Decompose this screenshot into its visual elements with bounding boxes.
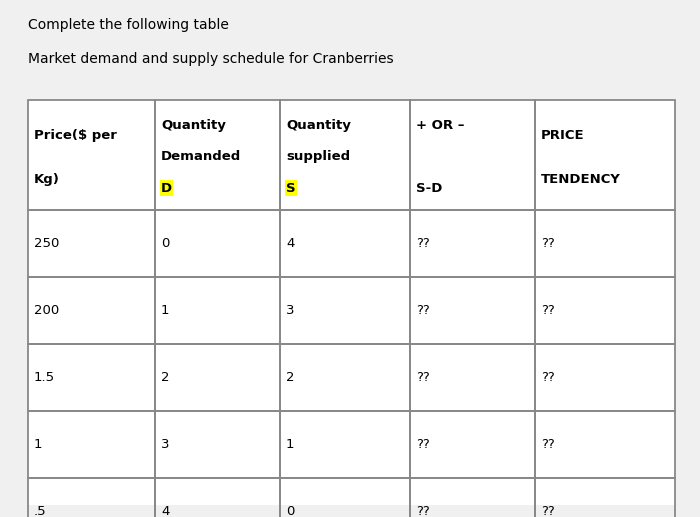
Text: ??: ?? <box>416 371 430 384</box>
Text: ??: ?? <box>541 371 554 384</box>
Text: 3: 3 <box>161 438 169 451</box>
Text: Quantity: Quantity <box>286 118 351 132</box>
Text: 2: 2 <box>286 371 295 384</box>
Text: S: S <box>286 181 295 194</box>
Text: 4: 4 <box>161 505 169 517</box>
Text: S-D: S-D <box>416 181 442 194</box>
Text: ??: ?? <box>541 304 554 317</box>
Text: 3: 3 <box>286 304 295 317</box>
Text: Demanded: Demanded <box>161 150 241 163</box>
Text: + OR –: + OR – <box>416 118 465 132</box>
Text: ??: ?? <box>416 304 430 317</box>
Text: Price($ per: Price($ per <box>34 129 117 142</box>
Text: 0: 0 <box>161 237 169 250</box>
Text: Complete the following table: Complete the following table <box>28 18 229 32</box>
Text: supplied: supplied <box>286 150 350 163</box>
Text: 250: 250 <box>34 237 60 250</box>
Text: TENDENCY: TENDENCY <box>541 173 621 186</box>
Text: 200: 200 <box>34 304 60 317</box>
Text: ??: ?? <box>541 237 554 250</box>
Text: Quantity: Quantity <box>161 118 226 132</box>
Text: ??: ?? <box>416 505 430 517</box>
Text: ??: ?? <box>416 237 430 250</box>
Text: 0: 0 <box>286 505 295 517</box>
Text: 4: 4 <box>286 237 295 250</box>
Text: .5: .5 <box>34 505 47 517</box>
Text: 1: 1 <box>34 438 43 451</box>
Text: ??: ?? <box>541 438 554 451</box>
Text: ??: ?? <box>541 505 554 517</box>
Text: D: D <box>161 181 172 194</box>
Text: 1.5: 1.5 <box>34 371 55 384</box>
Text: Market demand and supply schedule for Cranberries: Market demand and supply schedule for Cr… <box>28 52 393 66</box>
Text: 1: 1 <box>286 438 295 451</box>
Text: Kg): Kg) <box>34 173 60 186</box>
Text: ??: ?? <box>416 438 430 451</box>
Text: 2: 2 <box>161 371 169 384</box>
Text: 1: 1 <box>161 304 169 317</box>
Text: PRICE: PRICE <box>541 129 584 142</box>
